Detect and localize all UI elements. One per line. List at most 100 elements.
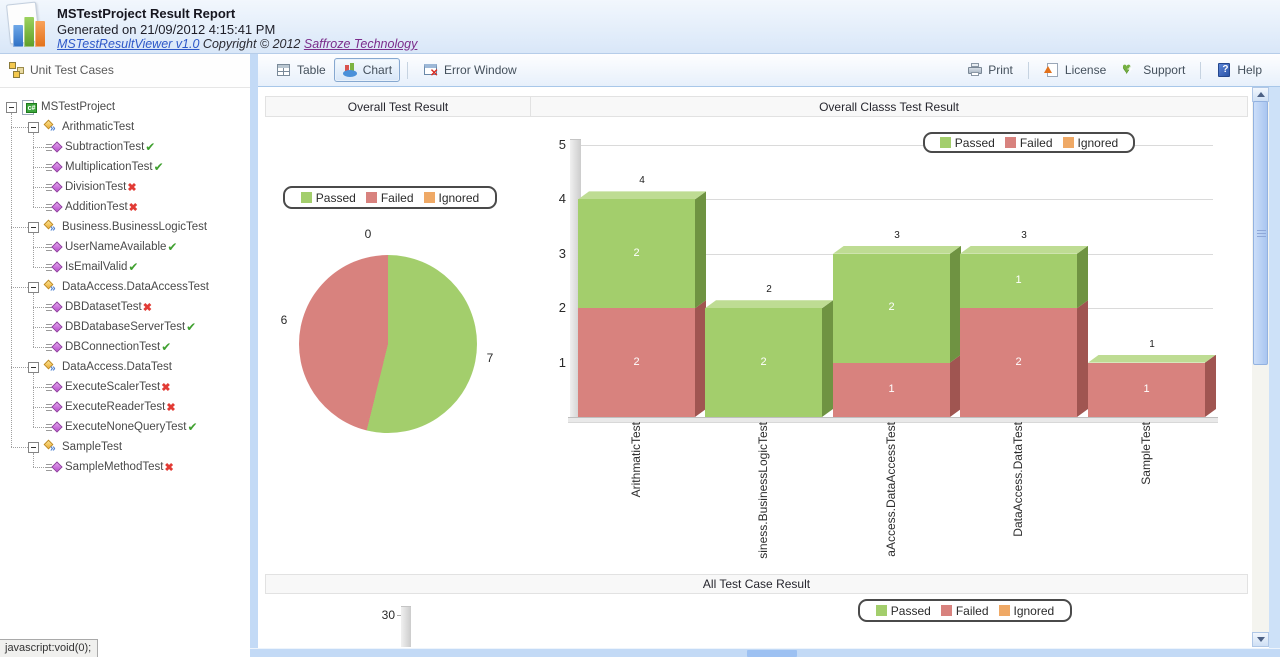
horizontal-scrollbar-thumb[interactable]: [747, 650, 797, 657]
tree-guide: [11, 287, 28, 288]
fail-icon: ✖: [161, 381, 171, 394]
vertical-scrollbar[interactable]: [1252, 87, 1269, 647]
unit-test-cases-icon: [9, 62, 25, 78]
vertical-scrollbar-thumb[interactable]: [1253, 101, 1268, 365]
tree-item-dbdatasettest[interactable]: DBDatasetTest ✖: [46, 297, 152, 317]
bar-top-face: [578, 191, 706, 199]
section-title-all-cases: All Test Case Result: [702, 577, 811, 591]
tree-expander[interactable]: [6, 101, 17, 113]
print-button[interactable]: Print: [959, 58, 1021, 82]
legend-item-failed: Failed: [1004, 136, 1053, 150]
bar-segment-passed: [705, 308, 822, 417]
y-axis-tick-label: 2: [558, 300, 566, 316]
app-version-link[interactable]: MSTestResultViewer v1.0: [57, 37, 200, 51]
help-icon: ?: [1216, 62, 1232, 78]
bar-segment-passed: [960, 253, 1077, 309]
method-icon: [46, 140, 63, 154]
tree-item-label: IsEmailValid: [65, 261, 128, 273]
horizontal-scrollbar[interactable]: [250, 648, 1280, 657]
chart-panel: Overall Test Result Overall Classs Test …: [258, 87, 1252, 647]
tree-item-samplemethodtest[interactable]: SampleMethodTest ✖: [46, 457, 174, 477]
tree-guide: [33, 467, 46, 468]
method-icon: [46, 260, 63, 274]
pie-label-ignored: 0: [364, 227, 372, 241]
tree-item-usernameavailable[interactable]: UserNameAvailable ✔: [46, 237, 177, 257]
license-button[interactable]: License: [1036, 58, 1114, 82]
tree-item-executenonequerytest[interactable]: ExecuteNoneQueryTest ✔: [46, 417, 198, 437]
bar-segment-failed-side: [695, 300, 706, 417]
method-icon: [46, 460, 63, 474]
tree-item-dataaccess.dataaccesstest[interactable]: » DataAccess.DataAccessTest: [28, 277, 209, 297]
tree-item-isemailvalid[interactable]: IsEmailValid ✔: [46, 257, 138, 277]
pass-icon: ✔: [186, 320, 197, 334]
table-view-button[interactable]: Table: [268, 58, 334, 82]
tree-item-arithmatictest[interactable]: » ArithmaticTest: [28, 117, 134, 137]
company-link[interactable]: Saffroze Technology: [303, 37, 418, 51]
method-icon: [46, 400, 63, 414]
bar-segment-passed-side: [695, 191, 706, 308]
tree-expander[interactable]: [28, 221, 39, 233]
tree-item-divisiontest[interactable]: DivisionTest ✖: [46, 177, 137, 197]
tree-item-label: Business.BusinessLogicTest: [62, 221, 208, 233]
tree-guide: [33, 247, 46, 248]
y-axis-tick-label: 5: [558, 137, 566, 152]
method-icon: [46, 380, 63, 394]
tree-item-dbdatabaseservertest[interactable]: DBDatabaseServerTest ✔: [46, 317, 196, 337]
tree-item-business.businesslogictest[interactable]: » Business.BusinessLogicTest: [28, 217, 207, 237]
tree-expander[interactable]: [28, 441, 39, 453]
bar-segment-failed: [960, 308, 1077, 417]
tree-item-label: ExecuteReaderTest: [65, 401, 166, 413]
x-axis-label: ArithmaticTest: [628, 422, 643, 498]
license-icon: [1043, 62, 1060, 78]
browser-status-text: javascript:void(0);: [0, 639, 98, 657]
method-icon: [46, 160, 63, 174]
tree-expander[interactable]: [28, 361, 39, 373]
method-icon: [46, 240, 63, 254]
report-title: MSTestProject Result Report: [57, 6, 236, 21]
bar-segment-passed-side: [1077, 246, 1088, 308]
tree-expander[interactable]: [28, 281, 39, 293]
tree-item-executereadertest[interactable]: ExecuteReaderTest ✖: [46, 397, 176, 417]
tree-item-executescalertest[interactable]: ExecuteScalerTest ✖: [46, 377, 170, 397]
support-button[interactable]: ♥ + Support: [1122, 60, 1186, 77]
chart-view-button[interactable]: Chart: [333, 58, 401, 82]
legend-item-passed: Passed: [875, 604, 931, 618]
tree-item-multiplicationtest[interactable]: MultiplicationTest ✔: [46, 157, 164, 177]
bar-total-label: 1: [1149, 338, 1155, 350]
bar-segment-failed: [833, 362, 950, 417]
sidebar-splitter[interactable]: [250, 54, 258, 648]
bar-segment-passed-value: 2: [633, 246, 640, 259]
tree-item-mstestproject[interactable]: c# MSTestProject: [6, 97, 115, 117]
tree-guide: [33, 387, 46, 388]
bar-segment-passed: [578, 199, 695, 309]
pass-icon: ✔: [128, 260, 139, 274]
tree-item-label: ArithmaticTest: [62, 121, 135, 133]
app-logo-icon: [5, 1, 52, 51]
tree-item-additiontest[interactable]: AdditionTest ✖: [46, 197, 138, 217]
sidebar: Unit Test Cases c# MSTestProject» Arithmat…: [0, 54, 250, 639]
tree-item-label: ExecuteNoneQueryTest: [65, 421, 187, 433]
tree-item-dbconnectiontest[interactable]: DBConnectionTest ✔: [46, 337, 171, 357]
pass-icon: ✔: [153, 160, 164, 174]
class-icon: »: [43, 219, 59, 234]
error-window-button[interactable]: ✕ Error Window: [415, 58, 525, 82]
sidebar-title: Unit Test Cases: [30, 63, 114, 77]
copyright-text: Copyright © 2012: [202, 37, 301, 51]
support-icon: ♥ +: [1122, 60, 1133, 77]
tree-expander[interactable]: [28, 121, 39, 133]
help-button[interactable]: ? Help: [1208, 58, 1270, 82]
bar-segment-failed-value: 1: [888, 382, 895, 395]
section-header-row: Overall Test Result Overall Classs Test …: [265, 96, 1248, 117]
tree-item-dataaccess.datatest[interactable]: » DataAccess.DataTest: [28, 357, 172, 377]
app-header: MSTestProject Result Report Generated on…: [0, 0, 1280, 54]
tree-guide: [33, 453, 34, 467]
scroll-up-button[interactable]: [1252, 87, 1269, 102]
fail-icon: ✖: [164, 461, 174, 474]
scroll-down-button[interactable]: [1252, 632, 1269, 647]
overall-result-pie-chart: [299, 255, 477, 433]
class-icon: »: [43, 279, 59, 294]
x-axis-label: aAccess.DataAccessTest: [883, 422, 898, 557]
tree-item-subtractiontest[interactable]: SubtractionTest ✔: [46, 137, 155, 157]
tree-item-sampletest[interactable]: » SampleTest: [28, 437, 122, 457]
print-icon: [967, 62, 983, 78]
